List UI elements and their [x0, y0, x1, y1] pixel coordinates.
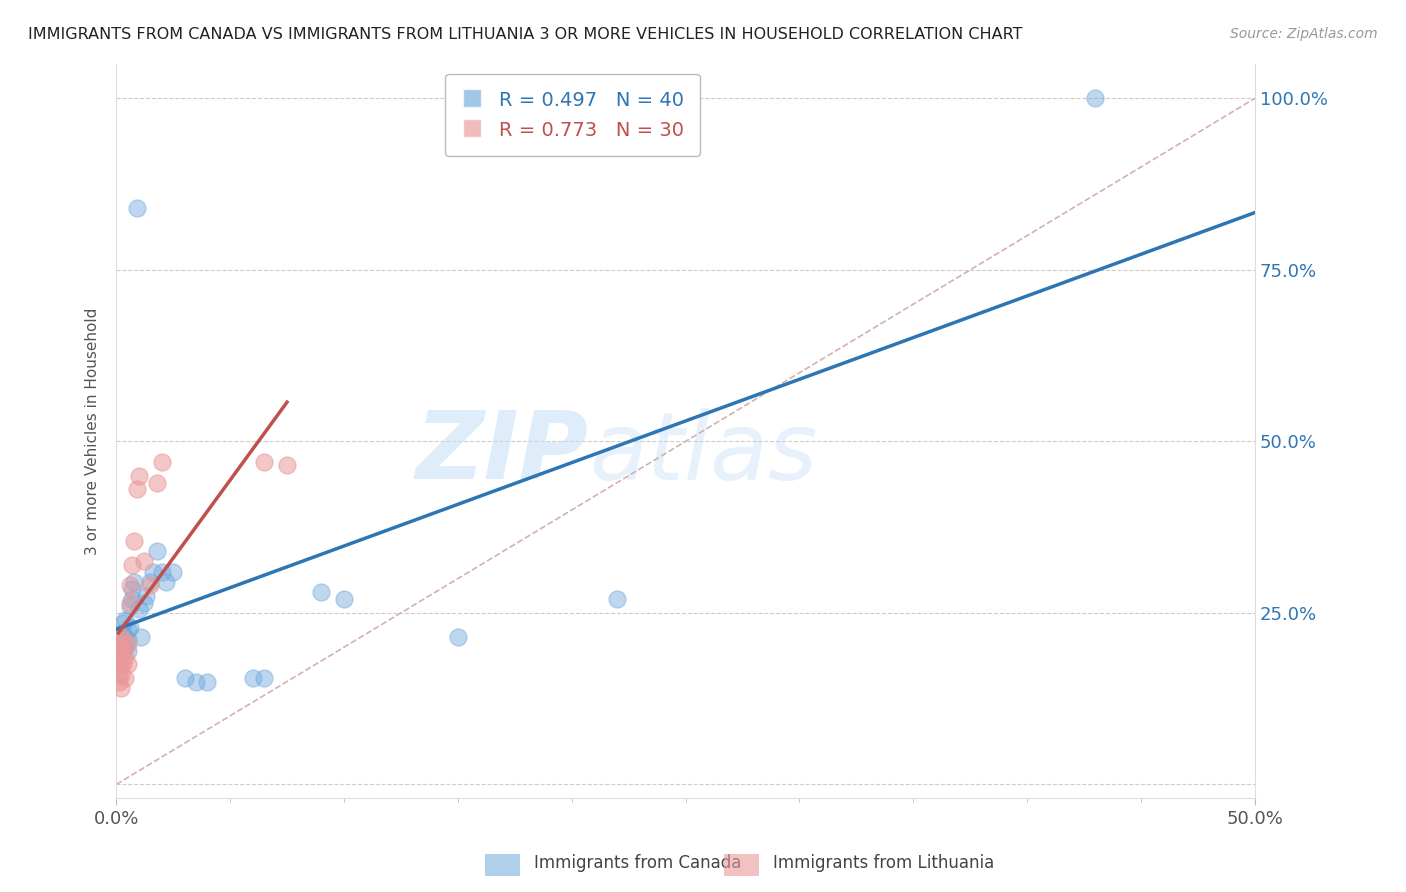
Text: ZIP: ZIP [416, 407, 589, 500]
Point [124, 533, 146, 548]
Point [107, 630, 129, 644]
Point [110, 643, 132, 657]
Point [121, 592, 143, 607]
Point [132, 596, 155, 610]
Text: Immigrants from Lithuania: Immigrants from Lithuania [773, 855, 994, 872]
Point [606, 592, 628, 607]
Point [114, 650, 136, 665]
Point [112, 633, 135, 648]
Point [107, 650, 129, 665]
Point [150, 565, 173, 579]
Point [146, 475, 169, 490]
Point [128, 602, 150, 616]
Point [117, 633, 139, 648]
Point [309, 585, 332, 599]
Point [114, 630, 136, 644]
Point [184, 674, 207, 689]
Point [117, 657, 139, 672]
Point [121, 582, 143, 596]
Point [118, 578, 141, 592]
Point [107, 643, 129, 657]
Point [110, 681, 132, 696]
Point [110, 667, 132, 681]
Point [114, 671, 136, 685]
Point [107, 637, 129, 651]
Point [253, 455, 276, 469]
Point [162, 565, 184, 579]
Text: Immigrants from Canada: Immigrants from Canada [534, 855, 741, 872]
Point [142, 565, 165, 579]
Point [132, 554, 155, 568]
Point [139, 574, 162, 589]
Point [110, 633, 132, 648]
Legend: R = 0.497   N = 40, R = 0.773   N = 30: R = 0.497 N = 40, R = 0.773 N = 30 [444, 74, 700, 156]
Point [125, 201, 148, 215]
Point [118, 619, 141, 633]
Point [242, 671, 264, 685]
Point [110, 630, 132, 644]
Point [195, 674, 218, 689]
Point [112, 657, 135, 672]
Point [276, 458, 298, 473]
Point [447, 630, 470, 644]
Point [117, 623, 139, 637]
Point [135, 589, 157, 603]
Point [107, 667, 129, 681]
Point [114, 613, 136, 627]
Text: IMMIGRANTS FROM CANADA VS IMMIGRANTS FROM LITHUANIA 3 OR MORE VEHICLES IN HOUSEH: IMMIGRANTS FROM CANADA VS IMMIGRANTS FRO… [28, 27, 1022, 42]
Point [118, 599, 141, 613]
Point [110, 626, 132, 640]
Point [150, 455, 173, 469]
Point [155, 574, 177, 589]
Point [173, 671, 195, 685]
Point [112, 643, 135, 657]
Point [110, 643, 132, 657]
Point [112, 616, 135, 631]
Point [146, 544, 169, 558]
Point [107, 640, 129, 655]
Point [110, 657, 132, 672]
Point [107, 674, 129, 689]
Point [253, 671, 276, 685]
Point [1084, 91, 1107, 105]
Point [112, 643, 135, 657]
Point [107, 657, 129, 672]
Point [112, 626, 135, 640]
Point [114, 640, 136, 655]
Point [121, 558, 143, 572]
Point [128, 468, 150, 483]
Point [139, 578, 162, 592]
Text: Source: ZipAtlas.com: Source: ZipAtlas.com [1230, 27, 1378, 41]
Point [333, 592, 356, 607]
Point [118, 596, 141, 610]
Point [125, 483, 148, 497]
Point [124, 574, 146, 589]
Text: atlas: atlas [589, 408, 817, 499]
Point [131, 630, 153, 644]
Point [117, 637, 139, 651]
Point [117, 643, 139, 657]
Y-axis label: 3 or more Vehicles in Household: 3 or more Vehicles in Household [86, 308, 100, 555]
